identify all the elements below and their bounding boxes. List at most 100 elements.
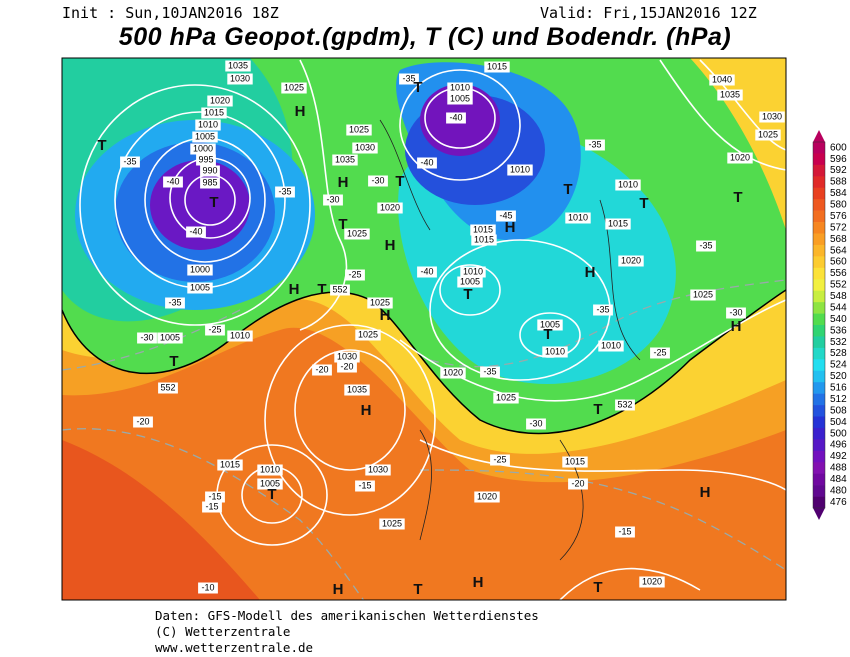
legend-label: 576	[830, 211, 847, 222]
isobar-label: 1005	[450, 93, 470, 103]
label-box	[195, 119, 221, 131]
legend-swatch	[813, 210, 825, 223]
label-box	[399, 73, 419, 85]
label-box	[460, 266, 486, 278]
label-box	[618, 255, 644, 267]
legend-swatch	[813, 199, 825, 211]
low-marker: T	[169, 353, 178, 370]
label-box	[446, 112, 466, 124]
temperature-line	[62, 428, 365, 600]
isobar-label: 1010	[618, 179, 638, 189]
isobar	[299, 59, 348, 331]
isobar-label: 1005	[540, 319, 560, 329]
label-box	[355, 329, 381, 341]
isobar	[419, 439, 786, 491]
label-box	[227, 330, 253, 342]
isobar-label: 1025	[370, 297, 390, 307]
label-box	[165, 297, 185, 309]
label-box	[379, 518, 405, 530]
low-marker: T	[413, 79, 422, 96]
high-marker: H	[338, 174, 349, 191]
high-marker: H	[385, 237, 396, 254]
isobar-label: 1015	[487, 61, 507, 71]
temperature-label: -15	[208, 491, 221, 501]
legend-label: 568	[830, 234, 847, 245]
isobar-label: 1025	[358, 329, 378, 339]
legend-label: 544	[830, 302, 847, 313]
isobar	[699, 59, 786, 151]
legend-label: 536	[830, 325, 847, 336]
label-box	[377, 202, 403, 214]
isobar-label: 1010	[450, 82, 470, 92]
isobar-label: 1015	[220, 459, 240, 469]
footer-url: www.wetterzentrale.de	[155, 640, 313, 655]
valid-time: Valid: Fri,15JAN2016 12Z	[540, 4, 757, 22]
label-box	[496, 210, 516, 222]
label-box	[474, 491, 500, 503]
legend-swatch	[813, 405, 825, 417]
map-field: 1035103010251020101510101005100099599098…	[62, 58, 786, 600]
legend-label: 532	[830, 337, 847, 348]
label-box	[367, 297, 393, 309]
isobar	[559, 567, 701, 600]
legend-label: 504	[830, 417, 847, 428]
label-box	[323, 194, 343, 206]
isobar-label: 1010	[568, 212, 588, 222]
temperature-label: -40	[449, 112, 462, 122]
isobar-label: 1035	[720, 89, 740, 99]
label-box	[225, 60, 251, 72]
legend-label: 488	[830, 463, 847, 474]
temperature-label: -25	[493, 454, 506, 464]
isobar-label: 1015	[474, 234, 494, 244]
temperature-label: -30	[529, 418, 542, 428]
isobar-label: 1000	[193, 143, 213, 153]
legend-swatch	[813, 164, 825, 177]
legend-swatch	[813, 427, 825, 440]
isobar-label: 1020	[477, 491, 497, 501]
label-box	[615, 179, 641, 191]
label-box	[447, 82, 473, 94]
temperature-label: -35	[596, 304, 609, 314]
isobar-label: 1020	[380, 202, 400, 212]
label-box	[217, 459, 243, 471]
legend-swatch	[813, 313, 825, 326]
isobar	[659, 59, 786, 171]
label-box	[344, 384, 370, 396]
legend-label: 520	[830, 371, 847, 382]
isobar-label: 1025	[693, 289, 713, 299]
temperature-label: -40	[420, 157, 433, 167]
isobar-label: 552	[160, 382, 175, 392]
label-box	[312, 364, 332, 376]
legend-swatch	[813, 370, 825, 383]
label-box	[585, 139, 605, 151]
high-marker: H	[361, 402, 372, 419]
temperature-label: -40	[189, 226, 202, 236]
label-box	[332, 154, 358, 166]
legend-label: 524	[830, 360, 847, 371]
legend-swatch	[813, 416, 825, 429]
isobar-label: 1015	[565, 456, 585, 466]
isobar-label: 532	[617, 399, 632, 409]
map-frame	[61, 57, 787, 601]
label-box	[562, 456, 588, 468]
low-marker: T	[593, 579, 602, 596]
high-marker: H	[473, 574, 484, 591]
isobar-label: 1005	[195, 131, 215, 141]
isobar-label: 1020	[642, 576, 662, 586]
label-box	[480, 366, 500, 378]
temperature-label: -40	[166, 176, 179, 186]
high-marker: H	[505, 219, 516, 236]
legend-swatch	[813, 244, 825, 257]
high-marker: H	[333, 581, 344, 598]
isobar-label: 1015	[608, 218, 628, 228]
isobar-label: 1035	[228, 60, 248, 70]
temperature-label: -15	[618, 526, 631, 536]
legend-swatch	[813, 496, 825, 509]
legend-swatch	[813, 153, 825, 166]
label-box	[158, 382, 178, 394]
isobar-label: 1020	[730, 152, 750, 162]
legend-swatch	[813, 279, 825, 291]
label-box	[537, 319, 563, 331]
temperature-line	[62, 309, 241, 371]
label-box	[650, 347, 670, 359]
